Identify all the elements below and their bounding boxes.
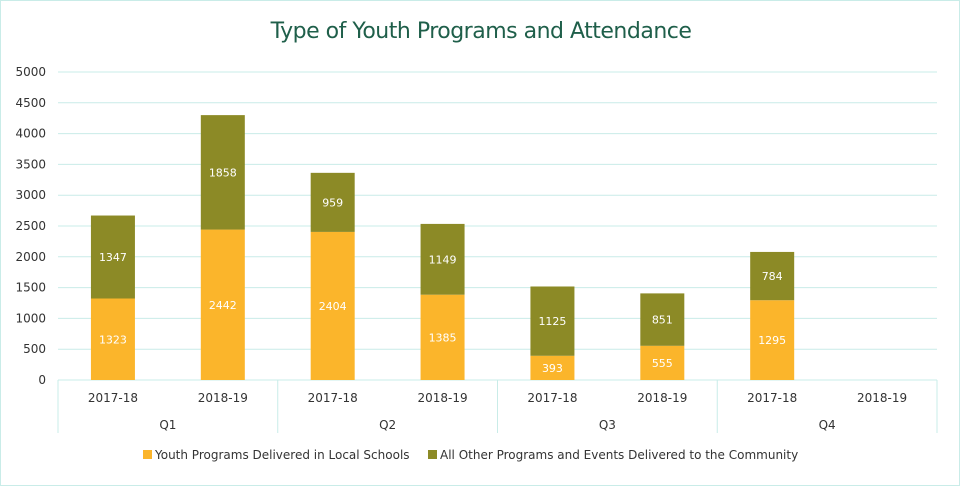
data-label: 1347 xyxy=(99,251,127,264)
bar-schools xyxy=(530,355,575,380)
data-label: 555 xyxy=(652,357,673,370)
y-tick-label: 3500 xyxy=(15,157,46,171)
bar-schools xyxy=(420,294,465,380)
x-tick-label: 2017-18 xyxy=(88,391,138,405)
bar-community xyxy=(90,215,135,299)
x-tick-label: 2018-19 xyxy=(198,391,248,405)
legend-label: All Other Programs and Events Delivered … xyxy=(440,448,798,462)
y-tick-label: 500 xyxy=(23,342,46,356)
bar-community xyxy=(750,251,795,301)
y-tick-label: 1500 xyxy=(15,281,46,295)
data-label: 1125 xyxy=(538,315,566,328)
bar-schools xyxy=(750,300,795,380)
x-tick-label: 2017-18 xyxy=(747,391,797,405)
data-label: 2404 xyxy=(319,300,347,313)
group-label: Q3 xyxy=(599,418,616,432)
y-tick-label: 4500 xyxy=(15,96,46,110)
bar-schools xyxy=(90,298,135,380)
data-label: 393 xyxy=(542,362,563,375)
data-label: 851 xyxy=(652,314,673,327)
bar-community xyxy=(530,286,575,356)
data-label: 959 xyxy=(322,196,343,209)
x-tick-label: 2017-18 xyxy=(308,391,358,405)
data-label: 2442 xyxy=(209,299,237,312)
y-tick-label: 2000 xyxy=(15,250,46,264)
group-label: Q2 xyxy=(379,418,396,432)
x-tick-label: 2018-19 xyxy=(637,391,687,405)
data-label: 1323 xyxy=(99,333,127,346)
data-label: 784 xyxy=(762,270,783,283)
y-tick-label: 1000 xyxy=(15,311,46,325)
legend-label: Youth Programs Delivered in Local School… xyxy=(154,448,410,462)
data-label: 1295 xyxy=(758,334,786,347)
bar-community xyxy=(420,223,465,295)
group-label: Q4 xyxy=(819,418,836,432)
data-label: 1385 xyxy=(429,331,457,344)
y-tick-label: 2500 xyxy=(15,219,46,233)
legend-swatch xyxy=(143,450,152,459)
bar-community xyxy=(640,293,685,346)
x-tick-label: 2017-18 xyxy=(527,391,577,405)
bar-community xyxy=(310,172,355,232)
y-tick-label: 3000 xyxy=(15,188,46,202)
bar-schools xyxy=(310,231,355,380)
chart-title: Type of Youth Programs and Attendance xyxy=(270,19,692,44)
bar-schools xyxy=(640,345,685,380)
bar-schools xyxy=(200,229,245,380)
y-tick-label: 0 xyxy=(38,373,46,387)
x-tick-label: 2018-19 xyxy=(857,391,907,405)
legend-swatch xyxy=(428,450,437,459)
x-tick-label: 2018-19 xyxy=(417,391,467,405)
y-tick-label: 4000 xyxy=(15,127,46,141)
bar-community xyxy=(200,115,245,230)
data-label: 1858 xyxy=(209,166,237,179)
y-tick-label: 5000 xyxy=(15,65,46,79)
data-label: 1149 xyxy=(429,253,457,266)
group-label: Q1 xyxy=(159,418,176,432)
